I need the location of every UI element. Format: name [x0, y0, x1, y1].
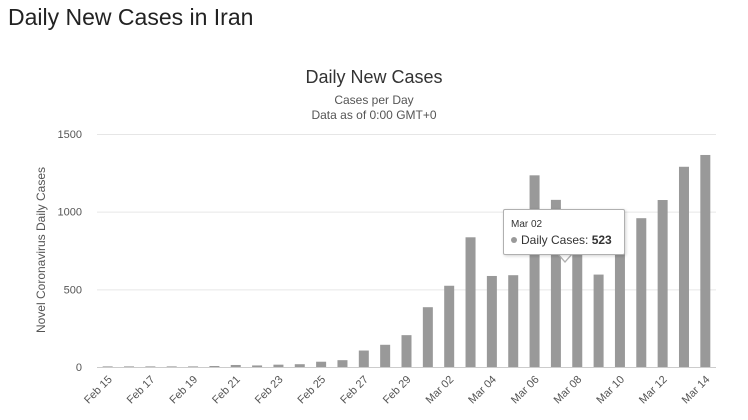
x-tick-label: Feb 27	[338, 374, 371, 407]
series-dot-icon	[511, 237, 517, 243]
x-tick-label: Feb 15	[82, 374, 115, 407]
x-tick-label: Mar 04	[466, 374, 499, 407]
bar[interactable]	[316, 361, 327, 367]
x-tick-label: Feb 17	[125, 374, 158, 407]
bar[interactable]	[337, 360, 348, 367]
y-tick-label: 1500	[58, 129, 82, 141]
bar[interactable]	[550, 199, 561, 367]
tooltip-value: 523	[591, 233, 612, 247]
bar[interactable]	[188, 366, 199, 367]
bar[interactable]	[593, 274, 604, 367]
bar[interactable]	[465, 237, 476, 367]
bar[interactable]	[657, 200, 668, 367]
x-tick-label: Feb 21	[210, 374, 243, 407]
x-tick-label: Feb 25	[296, 374, 329, 407]
bar[interactable]	[422, 307, 433, 367]
bar[interactable]	[529, 175, 540, 367]
bar[interactable]	[700, 154, 711, 367]
bar[interactable]	[678, 166, 689, 367]
bar[interactable]	[124, 366, 135, 367]
tooltip-label: Daily Cases:	[521, 233, 589, 247]
y-tick-label: 500	[64, 284, 82, 296]
x-tick-label: Mar 02	[424, 374, 457, 407]
x-tick-label: Feb 23	[253, 374, 286, 407]
x-tick-label: Mar 08	[552, 374, 585, 407]
bar[interactable]	[230, 364, 241, 367]
bar[interactable]	[380, 344, 391, 367]
bar[interactable]	[614, 230, 625, 367]
x-tick-label: Mar 12	[637, 374, 670, 407]
x-tick-label: Mar 06	[509, 374, 542, 407]
x-tick-label: Feb 29	[381, 374, 414, 407]
chart-title: Daily New Cases	[305, 67, 442, 87]
y-tick-label: 0	[76, 362, 82, 374]
bar[interactable]	[273, 364, 284, 367]
x-tick-label: Mar 10	[594, 374, 627, 407]
bar[interactable]	[102, 366, 113, 367]
chart-subtitle-line1: Cases per Day	[334, 93, 413, 107]
bar[interactable]	[252, 365, 263, 367]
bar[interactable]	[401, 335, 412, 367]
bars	[102, 154, 711, 367]
bar[interactable]	[294, 364, 305, 367]
bar[interactable]	[486, 275, 497, 367]
bar[interactable]	[209, 366, 220, 367]
bar[interactable]	[444, 285, 455, 367]
tooltip-row: Daily Cases: 523	[511, 233, 612, 247]
x-tick-label: Feb 19	[167, 374, 200, 407]
bar[interactable]	[508, 275, 519, 367]
page-title: Daily New Cases in Iran	[8, 4, 254, 30]
y-axis-label: Novel Coronavirus Daily Cases	[34, 167, 48, 333]
x-axis-ticks: Feb 15 Feb 17 Feb 19 Feb 21 Feb 23 Feb 25 Feb …	[82, 374, 712, 407]
tooltip: Mar 02 Daily Cases: 523	[503, 209, 625, 255]
bar[interactable]	[166, 366, 177, 367]
bar[interactable]	[145, 366, 156, 367]
bar[interactable]	[572, 251, 583, 367]
tooltip-arrow-fill	[558, 253, 572, 261]
bar[interactable]	[636, 218, 647, 367]
chart-subtitle-line2: Data as of 0:00 GMT+0	[311, 108, 436, 122]
tooltip-date: Mar 02	[511, 219, 543, 230]
y-axis-ticks: 0 500 1000 1500	[58, 129, 82, 374]
y-tick-label: 1000	[58, 207, 82, 219]
x-tick-label: Mar 14	[680, 374, 713, 407]
bar[interactable]	[358, 350, 369, 367]
